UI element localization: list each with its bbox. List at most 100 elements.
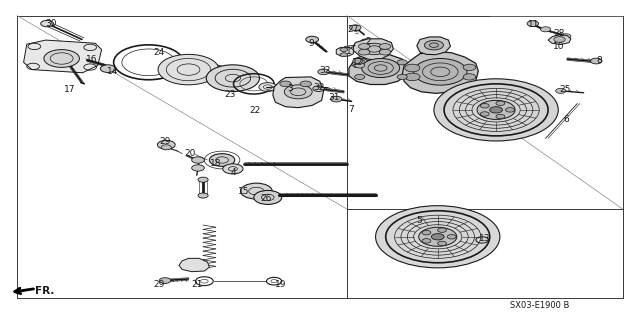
Text: 24: 24 — [153, 48, 164, 57]
Polygon shape — [341, 45, 355, 53]
Text: 13: 13 — [479, 234, 490, 243]
Text: 8: 8 — [596, 56, 602, 65]
Text: 7: 7 — [348, 105, 354, 114]
Circle shape — [380, 49, 391, 55]
Text: FR.: FR. — [35, 286, 54, 296]
Text: 15: 15 — [238, 187, 250, 196]
Circle shape — [280, 81, 291, 87]
Circle shape — [101, 65, 115, 72]
Circle shape — [363, 43, 386, 55]
Circle shape — [540, 27, 550, 32]
Text: 23: 23 — [224, 91, 236, 100]
Polygon shape — [402, 52, 478, 93]
Circle shape — [359, 49, 370, 55]
Text: 4: 4 — [230, 168, 236, 177]
Polygon shape — [417, 37, 450, 55]
Circle shape — [331, 96, 342, 102]
Text: 29: 29 — [153, 280, 164, 289]
Circle shape — [241, 183, 272, 199]
Text: 19: 19 — [275, 280, 286, 289]
Circle shape — [41, 20, 54, 27]
Circle shape — [353, 59, 363, 64]
Circle shape — [192, 157, 204, 163]
Circle shape — [561, 34, 571, 39]
Circle shape — [380, 44, 391, 49]
Circle shape — [496, 101, 505, 106]
Text: 14: 14 — [106, 67, 118, 76]
Circle shape — [254, 190, 282, 204]
Circle shape — [376, 206, 500, 268]
Circle shape — [210, 154, 235, 166]
Circle shape — [431, 234, 444, 240]
Text: 31: 31 — [329, 93, 340, 102]
Text: 5: 5 — [416, 216, 422, 225]
Circle shape — [477, 100, 515, 119]
Circle shape — [438, 228, 447, 232]
Circle shape — [157, 140, 175, 149]
Circle shape — [158, 54, 219, 85]
Circle shape — [397, 74, 407, 79]
Circle shape — [192, 165, 204, 171]
Text: 10: 10 — [552, 42, 564, 51]
Text: 21: 21 — [191, 280, 203, 289]
Circle shape — [480, 104, 489, 108]
Circle shape — [463, 74, 476, 80]
Circle shape — [480, 112, 489, 116]
Circle shape — [362, 59, 399, 77]
Circle shape — [422, 230, 431, 235]
Circle shape — [496, 114, 505, 119]
Circle shape — [419, 227, 457, 246]
Circle shape — [424, 40, 443, 50]
Circle shape — [350, 25, 361, 31]
Circle shape — [355, 63, 365, 68]
Text: 32: 32 — [319, 66, 331, 75]
Circle shape — [44, 50, 80, 68]
Circle shape — [447, 235, 456, 239]
Circle shape — [223, 164, 243, 174]
Polygon shape — [179, 258, 210, 272]
Text: 16: 16 — [87, 55, 98, 64]
Text: 30: 30 — [45, 19, 57, 28]
Circle shape — [438, 241, 447, 246]
Circle shape — [404, 64, 420, 72]
Circle shape — [355, 74, 365, 79]
Circle shape — [554, 36, 565, 42]
Circle shape — [198, 177, 208, 182]
Circle shape — [313, 86, 324, 92]
Circle shape — [590, 58, 602, 64]
Text: SX03-E1900 B: SX03-E1900 B — [510, 301, 569, 310]
Circle shape — [284, 85, 312, 99]
Text: 25: 25 — [559, 85, 570, 94]
Circle shape — [422, 239, 431, 243]
Circle shape — [300, 81, 311, 87]
Polygon shape — [336, 47, 354, 56]
Circle shape — [340, 48, 348, 52]
Circle shape — [397, 60, 407, 65]
Polygon shape — [349, 54, 408, 84]
Circle shape — [306, 36, 318, 43]
Circle shape — [359, 44, 370, 49]
Polygon shape — [352, 59, 368, 68]
Text: 6: 6 — [563, 115, 569, 124]
Text: 3: 3 — [287, 84, 293, 93]
Polygon shape — [354, 39, 393, 60]
Circle shape — [434, 79, 558, 141]
Circle shape — [318, 69, 329, 75]
Text: 1: 1 — [346, 47, 352, 56]
Circle shape — [476, 237, 489, 243]
Circle shape — [463, 64, 476, 70]
Text: 22: 22 — [250, 106, 261, 115]
Polygon shape — [24, 40, 101, 73]
Text: 17: 17 — [64, 85, 76, 94]
Text: 32: 32 — [313, 83, 324, 92]
Circle shape — [259, 83, 276, 92]
Text: 29: 29 — [159, 137, 171, 146]
Circle shape — [198, 193, 208, 198]
Circle shape — [206, 65, 259, 92]
Circle shape — [490, 107, 503, 113]
Circle shape — [159, 278, 171, 284]
Circle shape — [413, 59, 467, 85]
Circle shape — [161, 145, 171, 150]
Text: 11: 11 — [528, 20, 540, 29]
Text: 12: 12 — [352, 58, 364, 67]
